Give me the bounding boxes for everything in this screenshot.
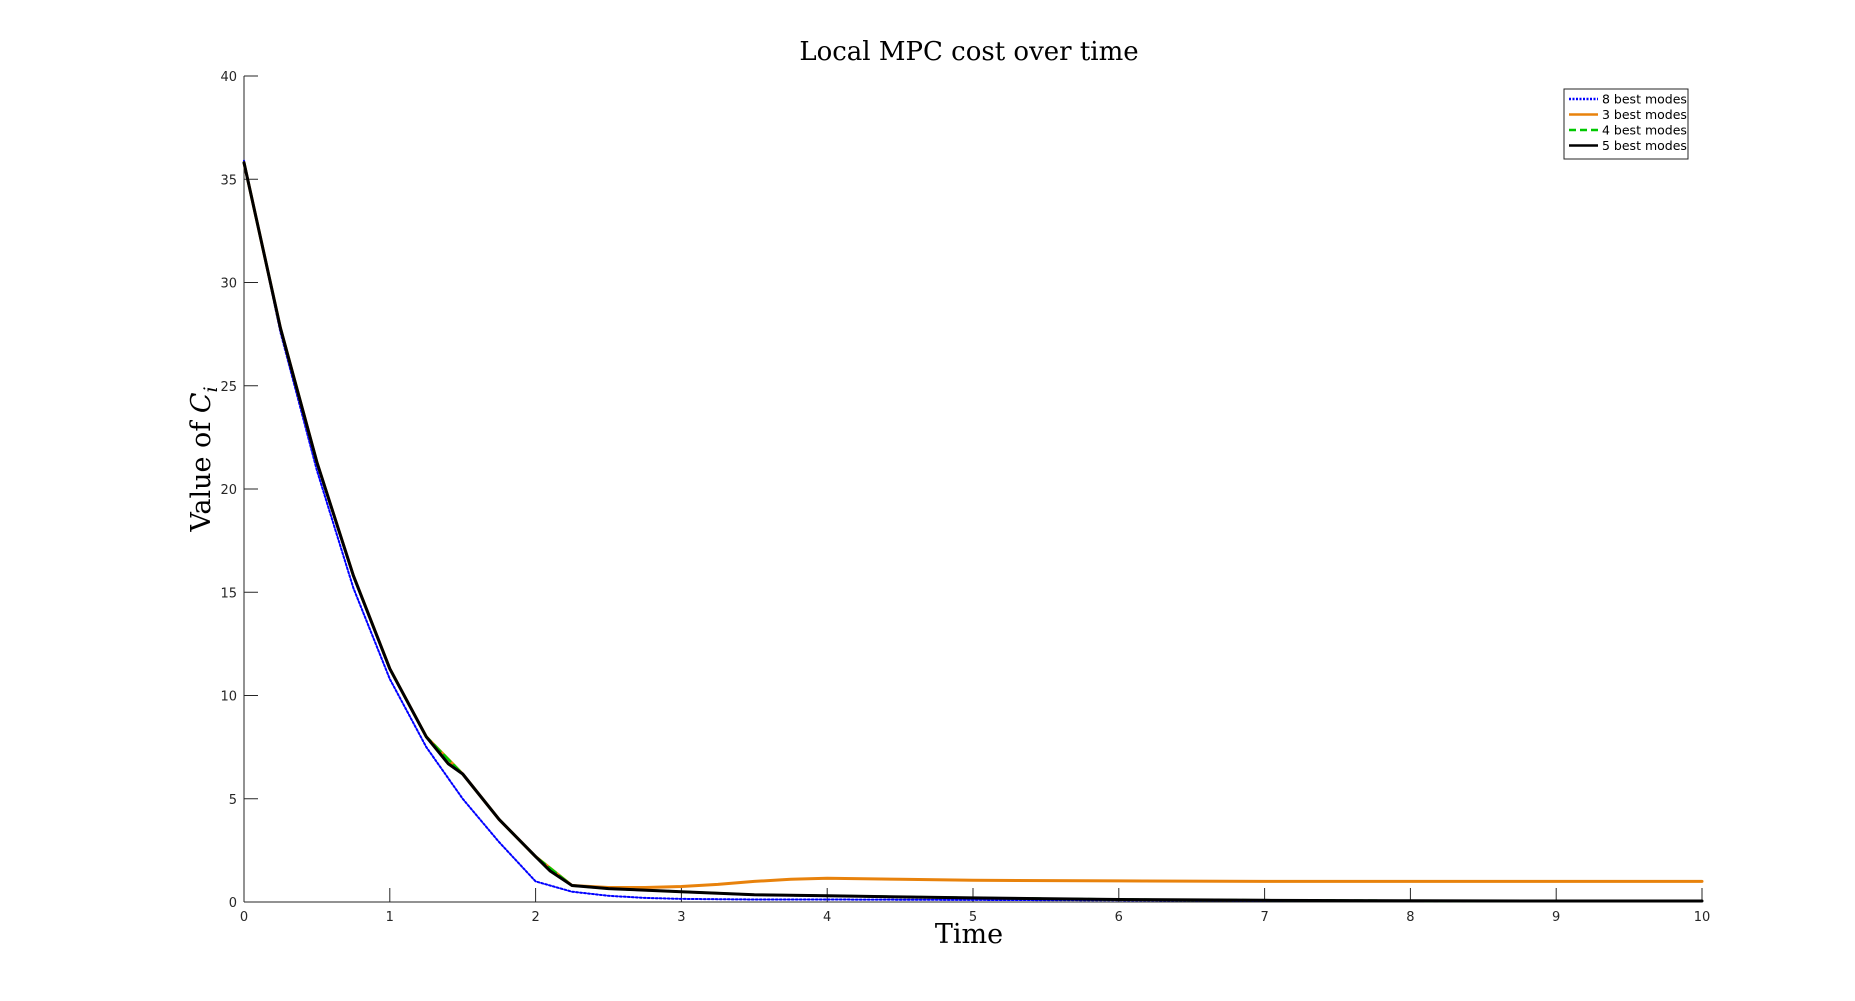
y-tick-label: 30 <box>220 277 237 292</box>
series-line-4 <box>242 161 1704 903</box>
x-tick-label: 4 <box>823 910 831 925</box>
chart-title: Local MPC cost over time <box>799 37 1138 67</box>
x-tick-label: 7 <box>1260 910 1268 925</box>
y-axis-label-subscript: i <box>200 386 222 392</box>
x-tick-label: 0 <box>240 910 248 925</box>
legend-label: 3 best modes <box>1602 107 1687 122</box>
x-tick-label: 10 <box>1694 910 1711 925</box>
x-tick-label: 8 <box>1406 910 1414 925</box>
y-tick-label: 5 <box>229 793 237 808</box>
x-tick-label: 9 <box>1552 910 1560 925</box>
series-layer <box>242 159 1704 903</box>
legend-box <box>1563 88 1689 160</box>
x-tick-label: 1 <box>386 910 394 925</box>
legend-label: 4 best modes <box>1602 123 1687 138</box>
y-tick-label: 0 <box>229 896 237 911</box>
x-tick-label: 5 <box>969 910 977 925</box>
y-axis-label-prefix: Value of <box>186 413 217 533</box>
legend-label: 5 best modes <box>1602 138 1687 153</box>
y-tick-label: 40 <box>220 70 237 85</box>
legend-label: 8 best modes <box>1602 92 1687 107</box>
y-axis-label: Value of Ci <box>186 386 222 532</box>
y-axis-label-symbol: C <box>186 392 217 413</box>
series-line-3 <box>242 161 1704 903</box>
x-tick-label: 3 <box>677 910 685 925</box>
y-tick-label: 25 <box>220 380 237 395</box>
y-tick-label: 20 <box>220 483 237 498</box>
x-tick-label: 6 <box>1115 910 1123 925</box>
y-tick-label: 15 <box>220 586 237 601</box>
series-line-2 <box>242 161 1704 889</box>
x-axis-label: Time <box>935 919 1003 950</box>
y-tick-label: 10 <box>220 690 237 705</box>
axes: 0 1 2 3 4 5 6 7 8 9 10 0 5 10 15 20 25 30 35 40 <box>220 70 1710 925</box>
x-tick-label: 2 <box>531 910 539 925</box>
y-tick-label: 35 <box>220 173 237 188</box>
series-line-1 <box>243 159 1703 902</box>
